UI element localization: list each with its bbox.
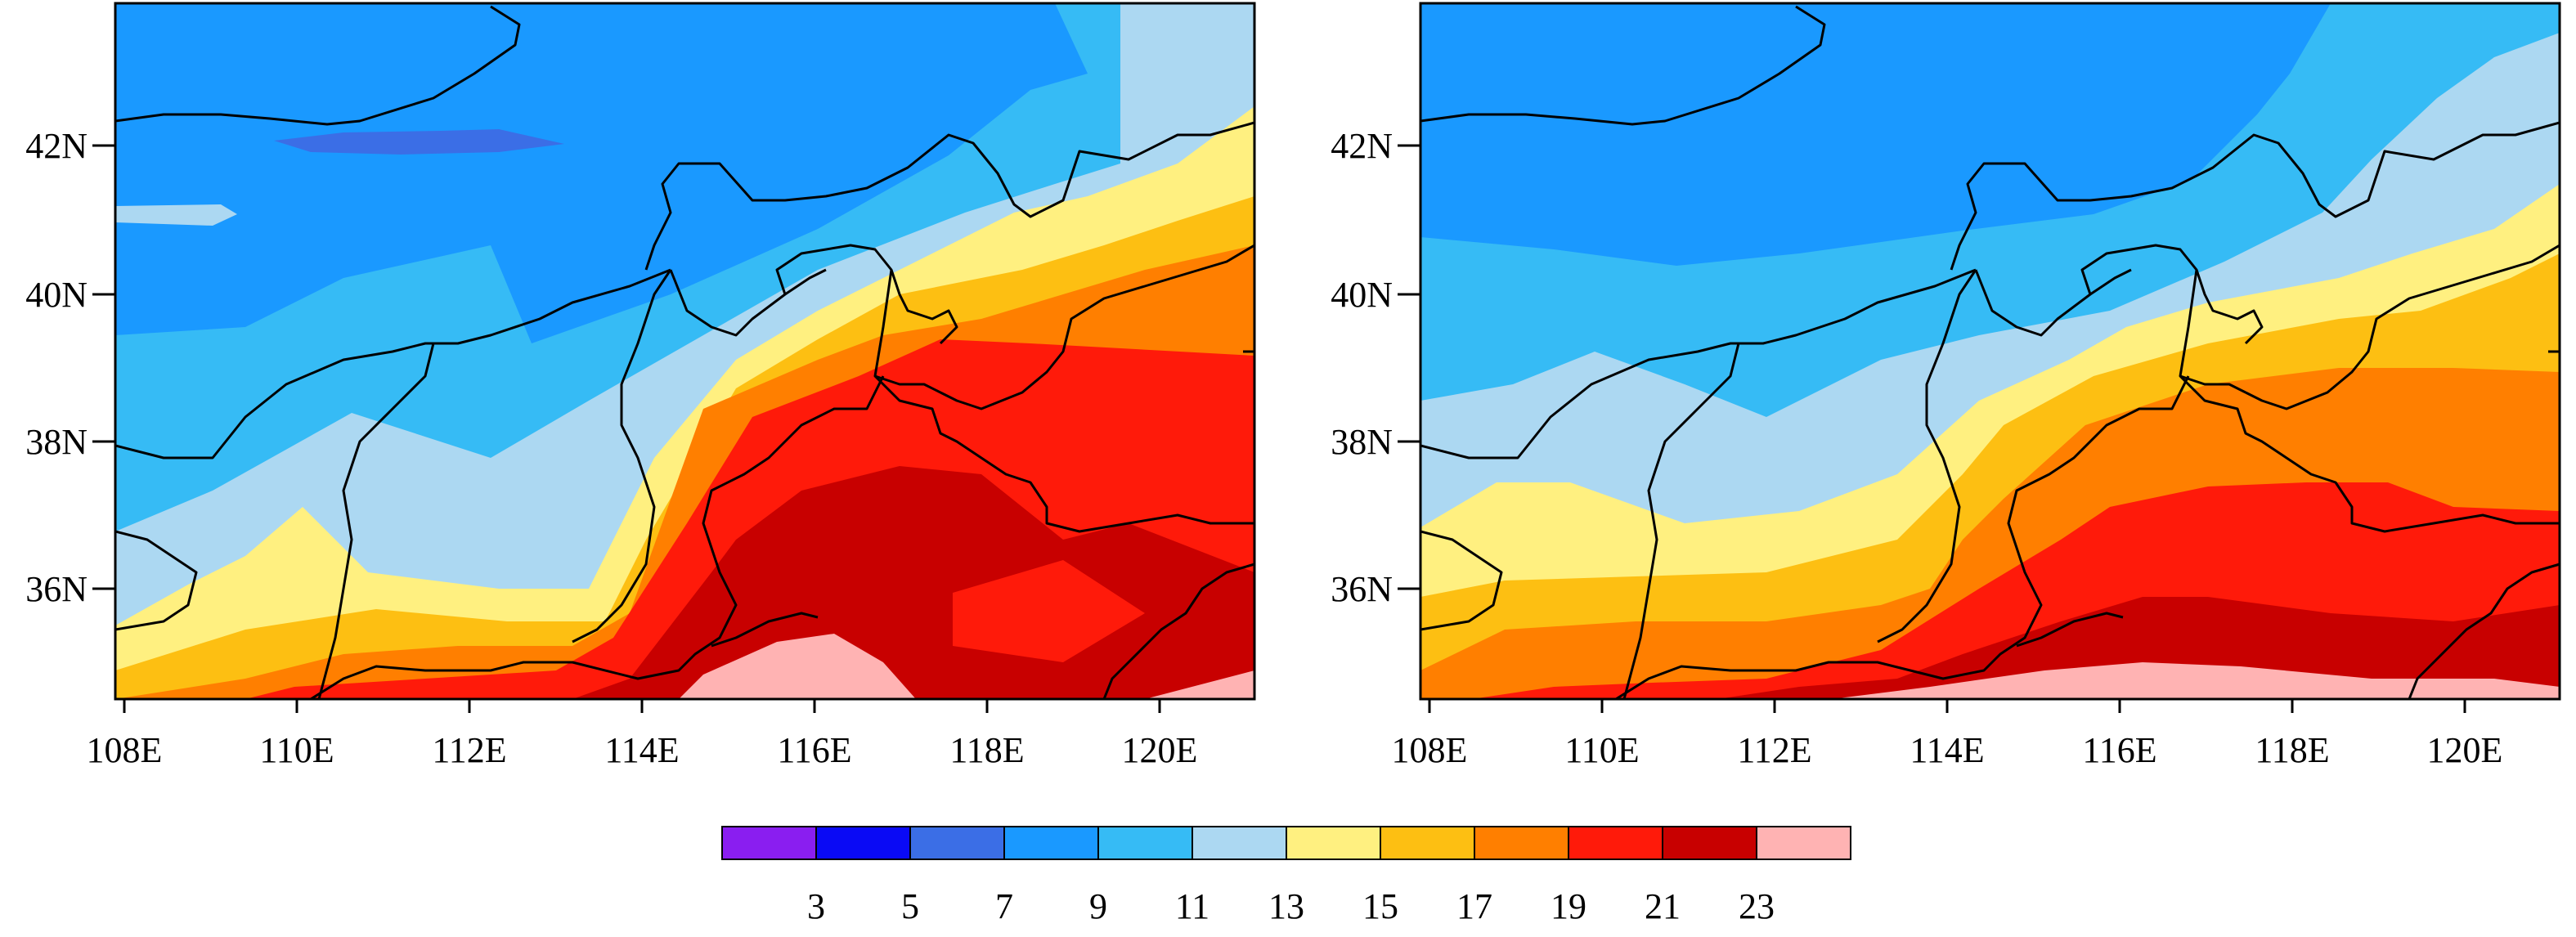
colorbar-segment: [1756, 826, 1851, 860]
left-map-lon-label: 118E: [949, 730, 1024, 770]
colorbar-label: 7: [995, 886, 1013, 926]
colorbar-segment: [815, 826, 911, 860]
colorbar-label: 23: [1739, 886, 1775, 926]
colorbar-segment: [1380, 826, 1475, 860]
colorbar-label: 21: [1645, 886, 1681, 926]
left-map-lat-label: 38N: [25, 422, 88, 462]
colorbar-label: 5: [901, 886, 919, 926]
colorbar-segment: [1474, 826, 1569, 860]
left-map-lon-label: 116E: [777, 730, 851, 770]
right-map-lon-label: 114E: [1910, 730, 1984, 770]
left-map-lon-label: 120E: [1122, 730, 1198, 770]
colorbar-label: 3: [807, 886, 825, 926]
left-map-lat-label: 42N: [25, 126, 88, 166]
right-contour-fill: [1420, 3, 2560, 699]
colorbar-label: 11: [1175, 886, 1209, 926]
right-map-lat-label: 42N: [1331, 126, 1393, 166]
right-map-lon-label: 110E: [1564, 730, 1639, 770]
colorbar-segment: [1097, 826, 1193, 860]
left-map-lat-label: 40N: [25, 275, 88, 315]
left-map-lon-label: 112E: [432, 730, 506, 770]
colorbar-label: 13: [1268, 886, 1304, 926]
right-map: 108E 110E 112E 114E 116E 118E 120E 36N 38N 40N 42N: [1331, 2, 2561, 770]
left-map: 108E 110E 112E 114E 116E 118E 120E 36N 38N 40N 42N: [25, 2, 1256, 770]
right-map-lon-label: 116E: [2082, 730, 2156, 770]
right-map-frame: [1419, 2, 2561, 701]
colorbar-segment: [1662, 826, 1757, 860]
left-map-lon-label: 108E: [87, 730, 163, 770]
colorbar-label: 17: [1456, 886, 1492, 926]
colorbar-label: 19: [1551, 886, 1586, 926]
left-map-lat-label: 36N: [25, 569, 88, 609]
colorbar-label: 15: [1362, 886, 1398, 926]
left-map-lon-label: 110E: [259, 730, 334, 770]
colorbar-label: 9: [1089, 886, 1107, 926]
colorbar-segment: [909, 826, 1005, 860]
left-map-frame: [114, 2, 1256, 701]
right-map-lat-label: 38N: [1331, 422, 1393, 462]
colorbar-segment: [721, 826, 817, 860]
right-map-lat-label: 36N: [1331, 569, 1393, 609]
right-map-lon-label: 108E: [1392, 730, 1468, 770]
right-map-lon-label: 118E: [2255, 730, 2329, 770]
left-map-lon-label: 114E: [604, 730, 679, 770]
colorbar-segment: [1192, 826, 1287, 860]
right-boundary-lines: [1420, 5, 2560, 699]
right-map-lat-label: 40N: [1331, 275, 1393, 315]
right-map-lon-label: 120E: [2427, 730, 2503, 770]
left-boundary-lines: [115, 5, 1254, 699]
colorbar-segment: [1568, 826, 1663, 860]
colorbar: 3 5 7 9 11 13 15 17 19 21 23: [721, 826, 1851, 926]
left-contour-fill: [115, 3, 1254, 699]
right-map-lon-label: 112E: [1737, 730, 1811, 770]
colorbar-segment: [1286, 826, 1381, 860]
colorbar-segment: [1003, 826, 1099, 860]
